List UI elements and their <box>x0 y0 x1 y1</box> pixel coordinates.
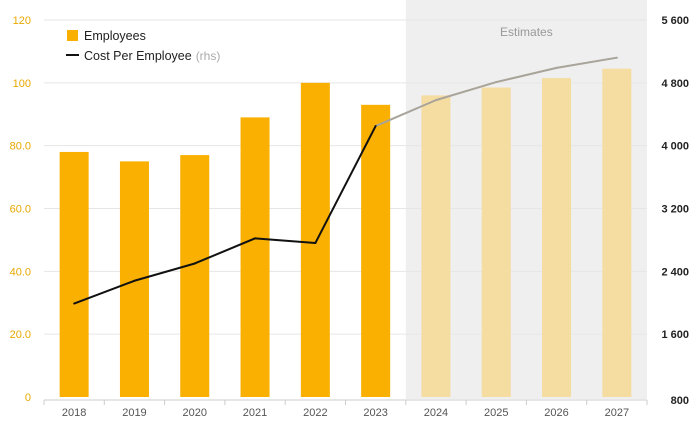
x-tick-label: 2021 <box>243 407 267 419</box>
x-tick-label: 2023 <box>363 407 387 419</box>
line-point-2020 <box>193 262 196 265</box>
y-right-tick-label: 1 600 <box>661 329 689 341</box>
y-left-tick-label: 100 <box>13 78 31 90</box>
line-point-2022 <box>314 242 317 245</box>
x-tick-label: 2018 <box>62 407 86 419</box>
bar-series-employees <box>59 68 632 398</box>
line-point-2021 <box>254 237 257 240</box>
estimate-label: Estimates <box>500 25 553 39</box>
bar-2026 <box>542 78 572 397</box>
bar-2018 <box>59 151 89 397</box>
y-right-tick-label: 2 400 <box>661 266 689 278</box>
x-tick-label: 2020 <box>183 407 207 419</box>
x-tick-label: 2022 <box>303 407 327 419</box>
legend-label-rhs-note: (rhs) <box>196 49 221 63</box>
line-point-2023 <box>374 125 377 128</box>
line-series-cost-per-employee <box>73 56 618 305</box>
x-tick-label: 2027 <box>605 407 629 419</box>
x-tick-label: 2025 <box>484 407 508 419</box>
bar-2025 <box>481 87 511 397</box>
y-right-tick-label: 800 <box>671 395 689 407</box>
y-right-tick-label: 3 200 <box>661 204 689 216</box>
x-tick-label: 2026 <box>544 407 568 419</box>
line-point-2018 <box>73 302 76 305</box>
x-tick-label: 2019 <box>122 407 146 419</box>
line-point-2019 <box>133 279 136 282</box>
y-left-tick-label: 80.0 <box>10 141 31 153</box>
y-right-tick-label: 5 600 <box>661 15 689 27</box>
legend: Employees Cost Per Employee (rhs) <box>66 29 220 63</box>
bar-2020 <box>180 155 210 397</box>
line-point-2027 <box>615 56 618 59</box>
legend-label-cost-per-employee: Cost Per Employee (rhs) <box>84 49 220 63</box>
x-tick-label: 2024 <box>424 407 448 419</box>
line-point-2024 <box>434 99 437 102</box>
axes: 2018 2019 2020 2021 2022 2023 2024 2025 2026 2027… <box>10 15 689 419</box>
y-left-tick-label: 60.0 <box>10 204 31 216</box>
y-left-tick-label: 0 <box>25 392 31 404</box>
bar-2023 <box>361 104 391 397</box>
y-left-tick-label: 20.0 <box>10 329 31 341</box>
bar-2022 <box>300 82 330 397</box>
y-right-tick-label: 4 800 <box>661 78 689 90</box>
y-right-tick-label: 4 000 <box>661 141 689 153</box>
bar-2019 <box>119 161 149 397</box>
legend-label-cost-per-employee-name: Cost Per Employee <box>84 49 192 63</box>
bar-2021 <box>240 117 270 398</box>
bar-2024 <box>421 95 451 398</box>
legend-label-employees: Employees <box>84 29 146 43</box>
bar-2027 <box>602 68 632 397</box>
y-left-tick-label: 120 <box>13 15 31 27</box>
line-point-2026 <box>555 66 558 69</box>
y-left-tick-label: 40.0 <box>10 266 31 278</box>
legend-swatch-employees <box>67 30 78 41</box>
line-point-2025 <box>495 81 498 84</box>
line-actual <box>73 125 377 305</box>
